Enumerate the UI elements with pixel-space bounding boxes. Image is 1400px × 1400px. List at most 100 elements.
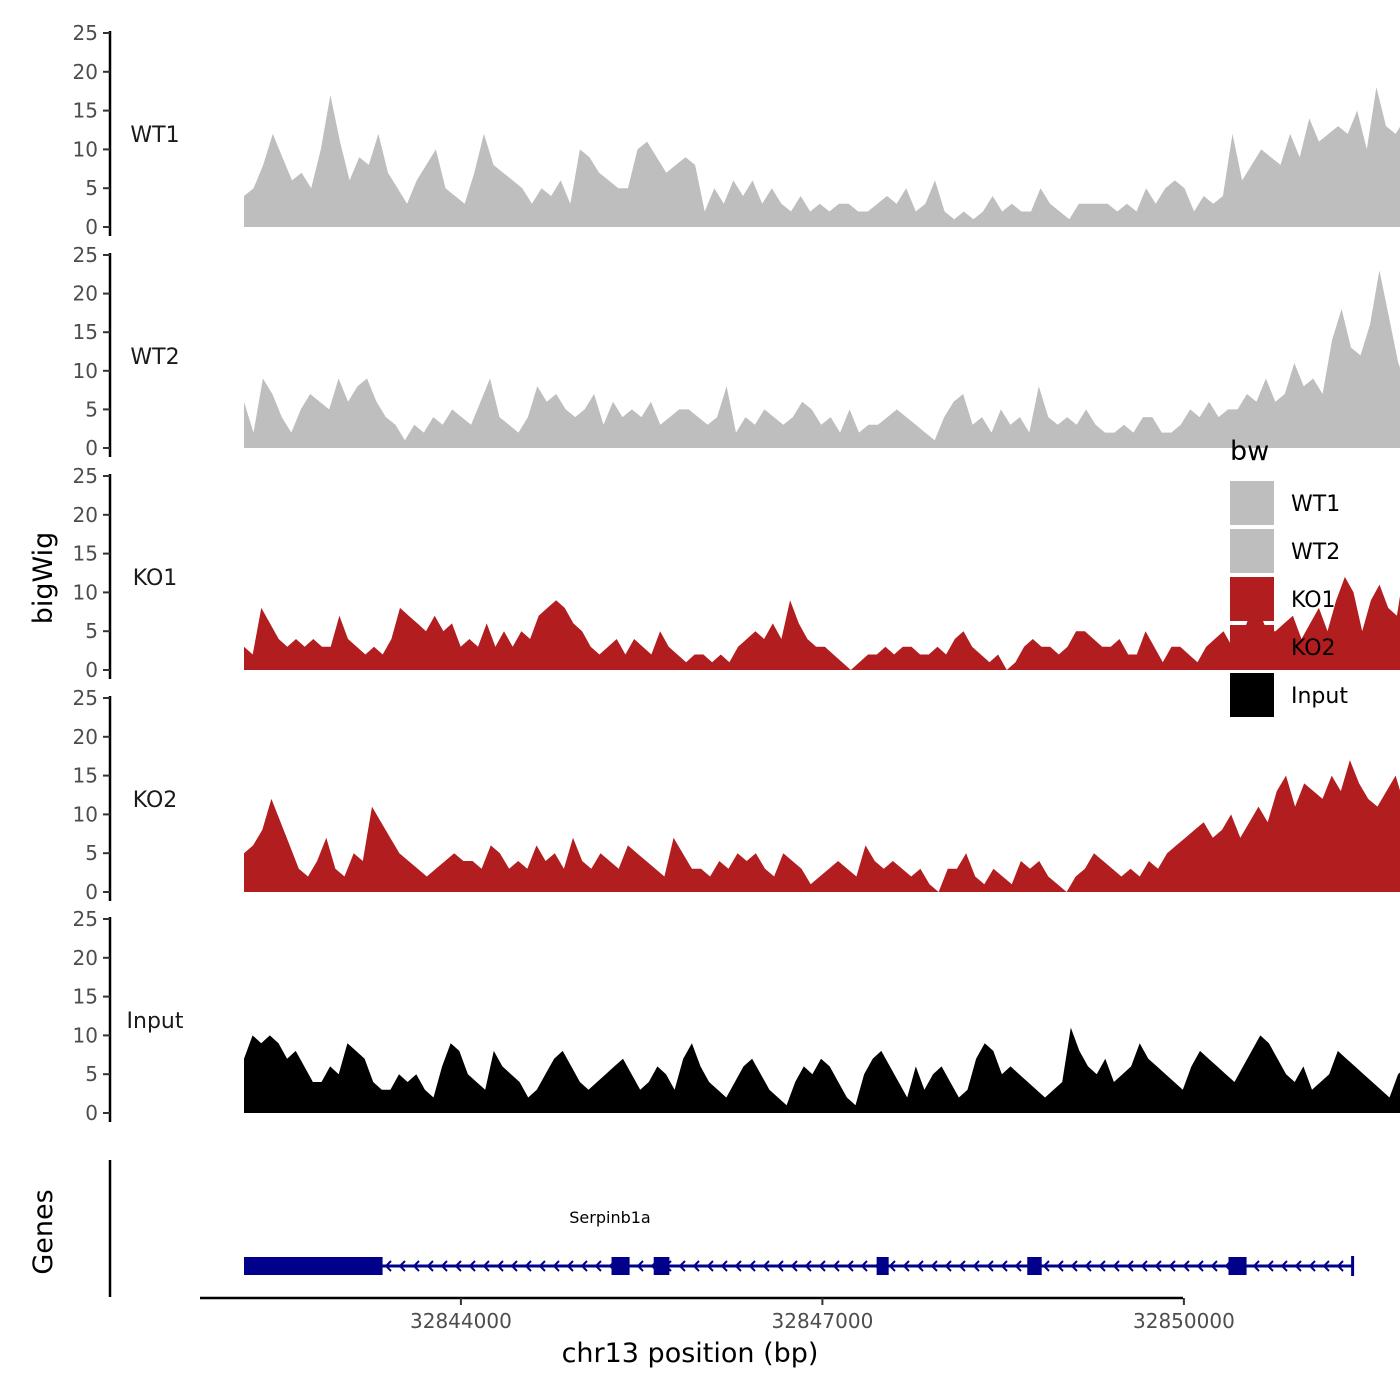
- strand-arrow-icon: [1196, 1260, 1204, 1272]
- y-tick-label: 25: [73, 686, 98, 710]
- gene-track: Serpinb1a: [108, 1160, 1355, 1297]
- track-ko1: 0 5 10 15 20 25 KO1: [73, 464, 1400, 682]
- strand-arrow-icon: [398, 1260, 406, 1272]
- legend-label-ko2: KO2: [1291, 636, 1336, 661]
- legend-key-ko2: [1230, 625, 1274, 669]
- y-tick-label: 20: [73, 503, 98, 527]
- gene-exon: [876, 1257, 889, 1275]
- y-tick-label: 15: [73, 99, 98, 123]
- strand-arrow-icon: [412, 1260, 420, 1272]
- x-tick-label: 32844000: [410, 1309, 512, 1333]
- strand-arrow-icon: [790, 1260, 798, 1272]
- y-tick-label: 10: [73, 1023, 98, 1047]
- strand-arrow-icon: [1336, 1260, 1344, 1272]
- legend-title: bw: [1230, 436, 1269, 467]
- x-axis-title: chr13 position (bp): [562, 1338, 819, 1369]
- y-tick-label: 10: [73, 580, 98, 604]
- y-tick-label: 5: [85, 619, 98, 643]
- strand-arrow-icon: [510, 1260, 518, 1272]
- x-tick-label: 32847000: [772, 1309, 874, 1333]
- y-tick-label: 10: [73, 359, 98, 383]
- area-ko2: [244, 760, 1400, 892]
- legend-key-wt1: [1230, 481, 1274, 525]
- area-wt1: [244, 87, 1400, 227]
- track-label-wt1: WT1: [130, 123, 179, 148]
- strand-arrow-icon: [1168, 1260, 1176, 1272]
- track-label-ko2: KO2: [133, 788, 178, 813]
- area-ko1: [244, 576, 1400, 670]
- legend-key-input: [1230, 673, 1274, 717]
- strand-arrow-icon: [1112, 1260, 1120, 1272]
- legend-key-ko1: [1230, 577, 1274, 621]
- strand-arrow-icon: [804, 1260, 812, 1272]
- strand-arrow-icon: [468, 1260, 476, 1272]
- legend: bw WT1 WT2 KO1 KO2 Input: [1230, 436, 1348, 717]
- y-tick-label: 5: [85, 841, 98, 865]
- legend-label-wt1: WT1: [1291, 492, 1340, 517]
- y-tick-label: 25: [73, 464, 98, 488]
- y-tick-label: 10: [73, 137, 98, 161]
- strand-arrow-icon: [1280, 1260, 1288, 1272]
- strand-arrow-icon: [1308, 1260, 1316, 1272]
- track-input: 0 5 10 15 20 25 Input: [73, 907, 1400, 1125]
- y-tick-label: 15: [73, 320, 98, 344]
- y-tick-label: 20: [73, 282, 98, 306]
- y-tick-label: 20: [73, 946, 98, 970]
- y-tick-label: 5: [85, 397, 98, 421]
- y-tick-label: 5: [85, 1062, 98, 1086]
- strand-arrow-icon: [1098, 1260, 1106, 1272]
- strand-arrow-icon: [538, 1260, 546, 1272]
- strand-arrow-icon: [902, 1260, 910, 1272]
- strand-arrow-icon: [972, 1260, 980, 1272]
- strand-arrow-icon: [706, 1260, 714, 1272]
- y-tick-label: 20: [73, 725, 98, 749]
- gene-exon: [653, 1257, 670, 1275]
- strand-arrow-icon: [692, 1260, 700, 1272]
- gene-exon: [1027, 1257, 1042, 1275]
- y-tick-label: 0: [85, 1101, 98, 1125]
- y-tick-label: 25: [73, 907, 98, 931]
- strand-arrow-icon: [930, 1260, 938, 1272]
- strand-arrow-icon: [944, 1260, 952, 1272]
- strand-arrow-icon: [1070, 1260, 1078, 1272]
- strand-arrow-icon: [1154, 1260, 1162, 1272]
- coverage-tracks: 0510152025WT10510152025WT20510152025KO10…: [73, 21, 1400, 1125]
- strand-arrow-icon: [552, 1260, 560, 1272]
- strand-arrow-icon: [1322, 1260, 1330, 1272]
- y-tick-label: 0: [85, 436, 98, 460]
- gene-exon: [611, 1257, 630, 1275]
- strand-arrow-icon: [1084, 1260, 1092, 1272]
- strand-arrow-icon: [888, 1260, 896, 1272]
- strand-arrow-icon: [776, 1260, 784, 1272]
- strand-arrow-icon: [860, 1260, 868, 1272]
- strand-arrow-icon: [1210, 1260, 1218, 1272]
- gene-name-label: Serpinb1a: [569, 1208, 650, 1227]
- y-tick-label: 15: [73, 985, 98, 1009]
- strand-arrow-icon: [454, 1260, 462, 1272]
- genes-axis-title: Genes: [28, 1189, 59, 1274]
- strand-arrow-icon: [594, 1260, 602, 1272]
- strand-arrow-icon: [958, 1260, 966, 1272]
- strand-arrow-icon: [1042, 1260, 1050, 1272]
- strand-arrow-icon: [524, 1260, 532, 1272]
- strand-arrow-icon: [1000, 1260, 1008, 1272]
- legend-label-ko1: KO1: [1291, 588, 1336, 613]
- y-tick-label: 25: [73, 243, 98, 267]
- y-tick-label: 25: [73, 21, 98, 45]
- y-tick-label: 15: [73, 764, 98, 788]
- strand-arrow-icon: [818, 1260, 826, 1272]
- strand-arrow-icon: [566, 1260, 574, 1272]
- y-axis-title: bigWig: [28, 532, 59, 625]
- strand-arrow-icon: [1182, 1260, 1190, 1272]
- strand-arrow-icon: [1140, 1260, 1148, 1272]
- strand-arrow-icon: [1126, 1260, 1134, 1272]
- gene-exon: [244, 1257, 383, 1275]
- legend-key-wt2: [1230, 529, 1274, 573]
- strand-arrow-icon: [916, 1260, 924, 1272]
- track-wt2: 0 5 10 15 20 25 WT2: [73, 243, 1400, 460]
- strand-arrow-icon: [482, 1260, 490, 1272]
- y-tick-label: 5: [85, 176, 98, 200]
- gene-exon: [1228, 1257, 1247, 1275]
- track-label-wt2: WT2: [130, 345, 179, 370]
- x-axis: 32844000328470003285000032853000: [200, 1296, 1235, 1333]
